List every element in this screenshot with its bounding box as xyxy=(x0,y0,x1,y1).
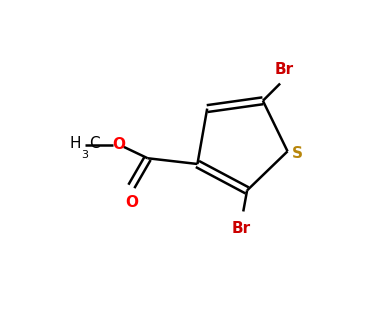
Text: Br: Br xyxy=(274,62,294,77)
Text: H: H xyxy=(70,136,81,150)
Text: O: O xyxy=(113,138,126,152)
Text: O: O xyxy=(125,195,138,210)
Text: 3: 3 xyxy=(81,150,88,160)
Text: C: C xyxy=(89,136,100,150)
Text: S: S xyxy=(292,146,303,161)
Text: Br: Br xyxy=(232,221,251,236)
